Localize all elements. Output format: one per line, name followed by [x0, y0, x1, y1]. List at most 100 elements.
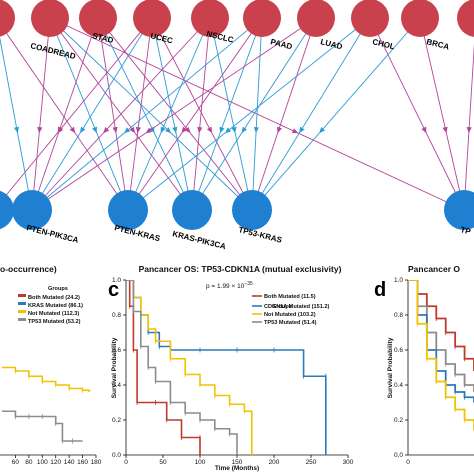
network-edge — [209, 17, 253, 211]
network-edge — [463, 42, 474, 211]
edge-arrowhead — [197, 126, 203, 134]
edge-arrowhead — [145, 127, 153, 134]
x-tick-label: 160 — [77, 459, 88, 466]
panel-b: o-occurrence) Groups Both Mutated (24.2)… — [0, 264, 102, 466]
network-edge — [49, 17, 253, 211]
network-edge — [191, 17, 317, 211]
cancer-node — [243, 0, 281, 37]
x-tick-label: 100 — [37, 459, 48, 466]
gene-nodes: 3PTEN-PIK3CAPTEN-KRASKRAS-PIK3CATP53-KRA… — [0, 190, 474, 251]
panel-d-y-label: Survival Probability — [387, 337, 394, 398]
panel-b-legend-title: Groups — [48, 286, 68, 292]
panel-b-x-ticks: 60 80 100 120 140 160 180 — [12, 455, 102, 466]
network-edge — [31, 17, 51, 211]
edge-arrowhead — [181, 126, 188, 134]
panel-b-legend-item: Not Mutated (112.3) — [28, 311, 79, 317]
panel-c-x-label: Time (Months) — [215, 465, 259, 472]
panel-c-title: Pancancer OS: TP53-CDKN1A (mutual exclus… — [139, 264, 342, 274]
edge-arrowhead — [421, 126, 427, 134]
panel-b-legend-swatch — [18, 318, 26, 321]
x-tick-label: 50 — [159, 459, 167, 466]
network-edge — [127, 17, 263, 211]
panel-b-legend-swatch — [18, 310, 26, 313]
edge-arrowhead — [57, 126, 64, 134]
gene-pair-node — [232, 190, 272, 230]
gene-pair-label: TP53-KRAS — [238, 225, 284, 245]
survival-curve — [126, 280, 201, 455]
cancer-node — [79, 0, 117, 37]
network-edge — [97, 17, 253, 211]
network-edge — [151, 17, 193, 211]
network-edge — [97, 17, 129, 211]
x-tick-label: 150 — [232, 459, 243, 466]
gene-pair-label: PTEN-PIK3CA — [26, 223, 80, 245]
cancer-node-label: NSCLC — [206, 29, 235, 44]
edge-arrowhead — [13, 126, 20, 134]
y-tick-label: 1.0 — [112, 277, 121, 284]
cancer-node — [133, 0, 171, 37]
panel-c-legend-item: Not Mutated (103.2) — [264, 312, 316, 318]
panel-d-title: Pancancer O — [408, 264, 460, 274]
network-edge — [31, 17, 317, 211]
edge-arrowhead — [319, 126, 326, 134]
network-edge — [151, 17, 253, 211]
cancer-node — [351, 0, 389, 37]
cancer-node-label: PAAD — [270, 37, 294, 51]
edge-arrowhead — [241, 126, 248, 134]
survival-curve — [408, 280, 474, 371]
cancer-node-label: BRCA — [426, 37, 451, 51]
gene-pair-label: KRAS-PIK3CA — [172, 229, 227, 251]
x-tick-label: 0 — [124, 459, 128, 466]
panel-b-legend-item: KRAS Mutated (86.1) — [28, 303, 83, 309]
edge-arrowhead — [135, 126, 141, 134]
panel-c-legend-item: Both Mutated (11.5) — [264, 294, 316, 300]
panel-c-letter: c — [108, 279, 119, 301]
x-tick-label: 100 — [195, 459, 206, 466]
x-tick-label: 200 — [269, 459, 280, 466]
edge-arrowhead — [92, 126, 97, 134]
survival-curve — [408, 280, 474, 431]
cancer-node-label: CHOL — [372, 37, 396, 51]
network-edge — [419, 17, 465, 211]
panel-b-curves — [2, 366, 91, 444]
panel-c-legend-lower: CDKN1A Mutated (151.2) Not Mutated (103.… — [252, 304, 330, 326]
network-edge — [251, 17, 263, 211]
panel-d: d Pancancer O Survival Probability 0.00.… — [374, 264, 474, 466]
network-edge — [31, 17, 153, 211]
panel-b-legend-item: Both Mutated (24.2) — [28, 295, 80, 301]
x-tick-label: 60 — [12, 459, 20, 466]
edge-arrowhead — [80, 126, 86, 134]
edge-arrowhead — [277, 126, 282, 134]
gene-pair-node — [444, 190, 474, 230]
cancer-node — [191, 0, 229, 37]
panel-b-legend-swatch — [18, 294, 26, 297]
edge-arrowhead — [231, 126, 237, 134]
panel-b-legend-swatch — [18, 302, 26, 305]
edge-arrowhead — [124, 127, 131, 134]
edge-arrowhead — [184, 126, 191, 134]
edge-arrowhead — [165, 127, 172, 134]
panel-b-title: o-occurrence) — [0, 264, 57, 274]
cancer-node-label: LUAD — [320, 37, 344, 51]
network-edge — [97, 17, 193, 211]
network-edge — [31, 17, 99, 211]
y-tick-label: 0.6 — [394, 347, 403, 354]
edge-arrowhead — [224, 127, 232, 134]
gene-pair-node — [108, 190, 148, 230]
panel-c-y-label: Survival Probability — [111, 337, 118, 398]
network-edge — [251, 17, 317, 211]
cancer-node — [457, 0, 474, 37]
survival-curve — [126, 280, 238, 455]
x-tick-label: 250 — [306, 459, 317, 466]
gene-pair-node — [0, 190, 14, 230]
panel-c-x-ticks: 0 50 100 150 200 250 300 — [124, 455, 354, 466]
edge-arrowhead — [103, 127, 110, 134]
panel-c: c Pancancer OS: TP53-CDKN1A (mutual excl… — [108, 264, 354, 472]
x-tick-label: 80 — [25, 459, 33, 466]
network-edge — [31, 17, 211, 211]
network-edge — [127, 17, 153, 211]
y-tick-label: 0.4 — [394, 382, 403, 389]
panel-c-pvalue: p = 1.99 × 10−35 — [206, 281, 253, 290]
